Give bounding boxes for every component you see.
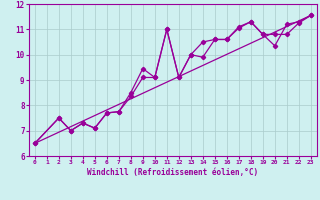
X-axis label: Windchill (Refroidissement éolien,°C): Windchill (Refroidissement éolien,°C) (87, 168, 258, 177)
